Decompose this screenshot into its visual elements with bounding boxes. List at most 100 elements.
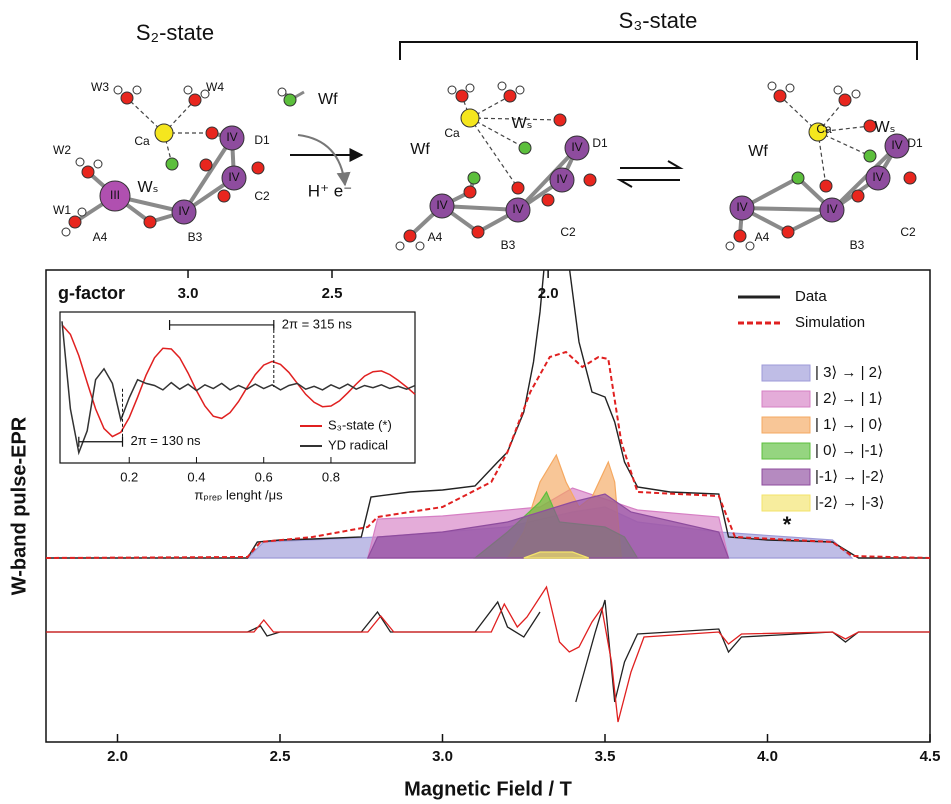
atom-label: Ca: [444, 126, 460, 140]
atom-label: III: [110, 188, 120, 202]
legend-label: |-1⟩ → |-2⟩: [815, 468, 885, 485]
release-arrow: [297, 134, 351, 187]
equilibrium-forward: [620, 160, 684, 169]
calcium: [154, 123, 174, 143]
atom-label: C2: [254, 189, 270, 203]
hydrogen: [93, 159, 103, 169]
hydrogen: [767, 81, 777, 91]
atom-label: Wₛ: [874, 119, 895, 136]
atom-label: B3: [188, 230, 203, 244]
inset-legend-label: YD radical: [328, 437, 388, 452]
oxygen: [165, 157, 179, 171]
s3-title: S₃-state: [619, 8, 698, 33]
bond: [516, 146, 579, 212]
inset-x-tick-label: 0.2: [120, 469, 138, 484]
manganese: [564, 135, 590, 161]
atom-label: B3: [501, 238, 516, 252]
hydrogen: [77, 207, 87, 217]
x-tick-label: 2.0: [107, 748, 128, 765]
inset-x-tick-label: 0.8: [322, 469, 340, 484]
annotation: *: [783, 512, 792, 537]
s2-title: S₂-state: [136, 20, 214, 45]
inset-frame: [59, 311, 416, 464]
coordination: [469, 117, 519, 189]
derivative-line: [46, 599, 930, 703]
atom-label: D1: [592, 136, 608, 150]
atom-label: IV: [826, 202, 837, 216]
plot-area: [46, 270, 930, 723]
atom-label: Wf: [748, 143, 768, 160]
x-tick-label: 2.5: [270, 748, 291, 765]
hydrogen: [277, 87, 287, 97]
inset-line: [61, 324, 416, 438]
legend-swatch: [761, 364, 811, 382]
atom-label: Wₛ: [511, 115, 532, 132]
spectrum-line: [46, 350, 930, 559]
legend-swatch: [761, 416, 811, 434]
atom-label: C2: [560, 225, 576, 239]
atom-label: W3: [91, 80, 109, 94]
atom-label: Ca: [134, 134, 150, 148]
manganese: [171, 199, 197, 225]
manganese: [865, 165, 891, 191]
spectrum-line: [46, 270, 930, 559]
oxygen: [251, 161, 265, 175]
hydrogen: [415, 241, 425, 251]
calcium: [808, 122, 828, 142]
oxygen: [583, 173, 597, 187]
hydrogen: [725, 241, 735, 251]
oxygen: [511, 181, 525, 195]
scheme: W3 W4 Ca D1 W2 Wₛ C2 W1 A4 B3 III IV IV IV Ca Wₛ D1 Wf IV I…: [53, 80, 923, 252]
atom-label: IV: [736, 200, 747, 214]
x-tick-label: 3.5: [595, 748, 616, 765]
coordination: [817, 131, 871, 157]
atom-label: IV: [872, 170, 883, 184]
atom-label: D1: [254, 133, 270, 147]
legend-swatch: [761, 494, 811, 512]
atom-label: IV: [436, 198, 447, 212]
manganese: [549, 167, 575, 193]
legend-swatch: [761, 468, 811, 486]
oxygen: [81, 165, 95, 179]
oxygen: [781, 225, 795, 239]
legend-swatch: [761, 390, 811, 408]
legend-label: |-2⟩ → |-3⟩: [815, 494, 885, 511]
oxygen: [120, 91, 134, 105]
x2-tick-label: 3.0: [178, 285, 199, 302]
bond: [830, 144, 899, 212]
oxygen: [467, 171, 481, 185]
coordination: [163, 132, 173, 165]
x-tick-label: 4.5: [920, 748, 941, 765]
legend-label: | 2⟩ → | 1⟩: [815, 390, 883, 407]
manganese: [884, 133, 910, 159]
period-label: 2π = 315 ns: [282, 316, 353, 331]
legend-label: | 0⟩ → |-1⟩: [815, 442, 884, 459]
oxygen-wf: [283, 93, 297, 107]
plot-frame: [45, 269, 931, 743]
inset-x-title: πₚᵣₑₚ lenght /μs: [194, 487, 283, 502]
x-tick-label: 4.0: [757, 748, 778, 765]
hydrogen: [851, 89, 861, 99]
hydrogen: [200, 89, 210, 99]
atom-label: D1: [907, 136, 923, 150]
atom-label: W2: [53, 143, 71, 157]
oxygen: [863, 149, 877, 163]
hydrogen: [465, 83, 475, 93]
inset-line: [61, 321, 416, 456]
atom-label: IV: [891, 138, 902, 152]
manganese: [219, 125, 245, 151]
legend-swatch: [761, 442, 811, 460]
oxygen: [838, 93, 852, 107]
atom-label: B3: [850, 238, 865, 252]
derivative-line: [46, 585, 930, 723]
hydrogen: [745, 241, 755, 251]
manganese: [221, 165, 247, 191]
oxygen: [791, 171, 805, 185]
period-label: 2π = 130 ns: [131, 433, 202, 448]
hydrogen: [395, 241, 405, 251]
atom-label: IV: [226, 130, 237, 144]
atom-label: C2: [900, 225, 916, 239]
oxygen: [733, 229, 747, 243]
x2-tick-label: 2.5: [322, 285, 343, 302]
